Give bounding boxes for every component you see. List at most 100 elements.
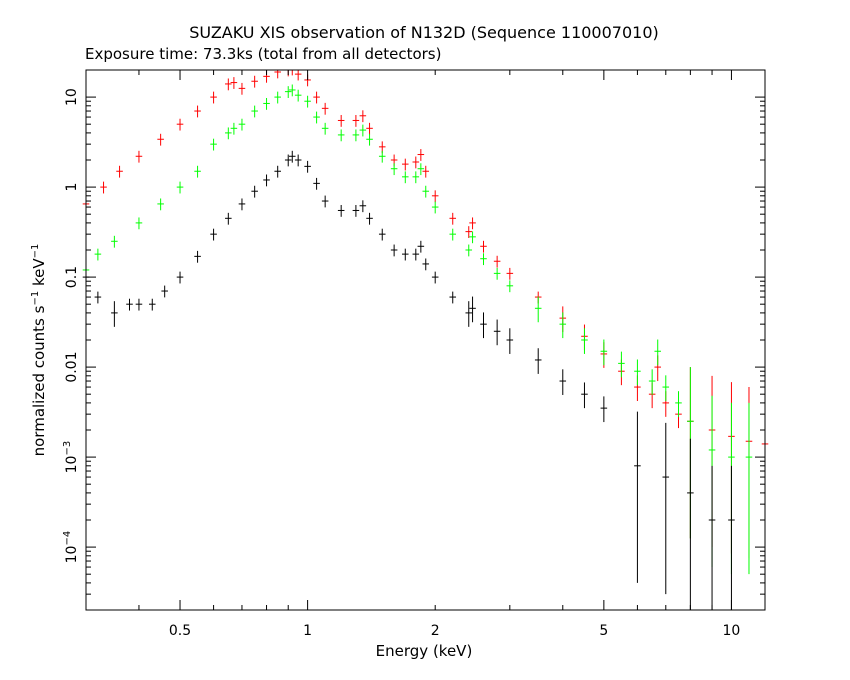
data-point <box>469 231 476 244</box>
data-point <box>422 258 430 271</box>
data-point <box>675 391 682 417</box>
y-axis-label: normalized counts s−1 keV−1 <box>30 244 48 457</box>
series-2 <box>82 84 753 575</box>
data-point <box>493 267 501 280</box>
data-point <box>94 291 102 304</box>
data-point <box>111 235 118 248</box>
data-point <box>251 105 258 118</box>
data-point <box>449 291 457 304</box>
data-point <box>634 411 641 583</box>
data-point <box>288 150 296 163</box>
y-axis-label-prefix: normalized counts s <box>30 305 48 456</box>
data-point <box>100 181 107 194</box>
data-point <box>225 78 232 91</box>
data-point <box>359 110 367 123</box>
data-point <box>366 122 373 135</box>
chart-title: SUZAKU XIS observation of N132D (Sequenc… <box>189 23 659 42</box>
data-point <box>251 75 258 88</box>
data-point <box>313 177 320 190</box>
series-layer <box>82 69 769 610</box>
data-point <box>581 382 588 409</box>
data-point <box>687 438 694 610</box>
y-axis-label-middle: keV <box>30 258 48 291</box>
y-tick-label: 0.1 <box>64 266 80 288</box>
data-point <box>294 154 302 167</box>
data-point <box>135 217 143 230</box>
data-point <box>662 422 670 595</box>
data-point <box>506 328 514 354</box>
y-tick-label: 10−3 <box>62 441 80 474</box>
data-point <box>194 105 201 118</box>
data-point <box>728 465 735 610</box>
data-point <box>390 163 398 176</box>
data-point <box>648 369 656 395</box>
data-point <box>304 95 311 108</box>
chart-subtitle: Exposure time: 73.3ks (total from all de… <box>85 45 441 63</box>
data-point <box>321 195 329 208</box>
data-point <box>449 228 457 241</box>
data-point <box>359 200 367 213</box>
data-point <box>176 118 184 131</box>
data-point <box>465 301 473 327</box>
data-point <box>390 244 398 257</box>
data-point <box>378 150 386 163</box>
x-tick-label: 10 <box>723 623 741 639</box>
data-point <box>284 86 292 98</box>
data-point <box>422 185 430 198</box>
data-point <box>225 212 232 225</box>
data-point <box>654 339 662 366</box>
data-point <box>157 198 164 211</box>
data-point <box>506 280 514 293</box>
data-point <box>431 271 439 284</box>
data-point <box>135 298 143 311</box>
data-point <box>274 165 281 178</box>
data-point <box>210 138 217 151</box>
data-point <box>417 149 425 161</box>
data-point <box>559 369 567 395</box>
data-point <box>274 91 281 104</box>
data-point <box>116 165 123 178</box>
x-axis-label: Energy (keV) <box>376 642 473 660</box>
data-point <box>401 248 409 261</box>
data-point <box>618 351 625 378</box>
data-point <box>465 226 473 238</box>
data-point <box>600 396 608 423</box>
data-point <box>294 89 302 102</box>
data-point <box>401 171 409 184</box>
data-point <box>230 77 238 89</box>
data-point <box>321 102 329 115</box>
data-point <box>506 267 514 280</box>
data-point <box>337 129 345 142</box>
y-axis-label-sup1: −1 <box>30 291 41 306</box>
y-tick-label: 10−4 <box>62 531 80 564</box>
y-tick-label: 0.01 <box>64 352 80 383</box>
data-point <box>359 124 367 137</box>
data-point <box>352 129 360 142</box>
data-point <box>194 165 201 178</box>
data-point <box>493 319 501 346</box>
data-point <box>94 248 102 261</box>
data-point <box>412 171 420 184</box>
data-point <box>480 253 487 266</box>
x-tick-label: 5 <box>599 623 608 639</box>
data-point <box>412 248 420 261</box>
data-point <box>366 212 373 225</box>
data-point <box>600 339 608 366</box>
x-tick-label: 0.5 <box>169 623 191 639</box>
data-point <box>745 402 753 575</box>
data-point <box>313 91 320 104</box>
data-point <box>480 312 487 339</box>
data-point <box>263 174 270 187</box>
data-point <box>230 122 238 135</box>
data-point <box>469 296 476 323</box>
data-point <box>238 118 246 131</box>
data-point <box>422 165 430 178</box>
series-3 <box>82 150 735 610</box>
data-point <box>366 133 373 146</box>
data-point <box>157 133 164 146</box>
data-point <box>480 240 487 253</box>
data-point <box>352 204 360 217</box>
data-point <box>135 150 143 163</box>
data-point <box>708 465 716 610</box>
